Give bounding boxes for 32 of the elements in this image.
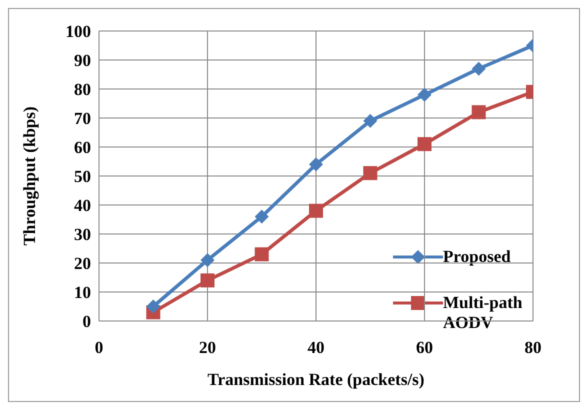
point [472, 105, 486, 120]
point [472, 62, 486, 76]
x-axis-title: Transmission Rate (packets/s) [208, 370, 424, 389]
y-tick-label: 40 [74, 196, 91, 216]
point [254, 247, 269, 262]
x-tick-label: 0 [94, 338, 104, 358]
point [200, 253, 214, 268]
y-tick-label: 90 [74, 51, 91, 70]
y-tick-label: 0 [82, 312, 91, 332]
y-tick-label: 20 [74, 254, 91, 274]
point [309, 204, 323, 218]
y-tick-label: 10 [74, 283, 91, 302]
y-tick-label: 80 [74, 80, 91, 100]
y-tick-label: 70 [74, 109, 91, 128]
y-tick-label: 30 [74, 225, 91, 244]
x-tick-label: 20 [199, 338, 216, 358]
y-axis-title: Throughput (kbps) [20, 106, 40, 246]
point [418, 137, 432, 152]
point [146, 300, 160, 314]
point [363, 166, 378, 180]
point [363, 114, 378, 128]
x-tick-label: 40 [308, 338, 324, 358]
y-tick-label: 100 [66, 22, 91, 42]
x-tick-label: 60 [416, 338, 433, 358]
point [254, 210, 269, 224]
point [309, 157, 323, 172]
point [418, 88, 432, 102]
y-tick-label: 50 [74, 167, 91, 186]
y-tick-label: 60 [74, 138, 91, 158]
point [200, 273, 214, 288]
legend-label: Proposed [443, 247, 512, 267]
x-tick-label: 80 [524, 338, 542, 358]
